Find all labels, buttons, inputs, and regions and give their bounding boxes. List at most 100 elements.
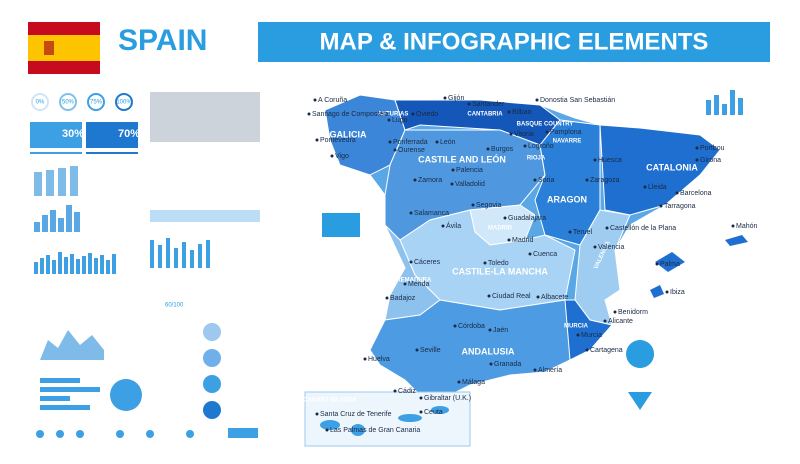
city-marker	[409, 260, 413, 264]
city-label: Guadalajara	[508, 215, 546, 222]
city-marker	[451, 168, 455, 172]
city-marker	[503, 216, 507, 220]
city-label: Lleida	[648, 184, 667, 191]
region-label: CANTABRIA	[467, 112, 503, 118]
map-shapes	[304, 90, 748, 447]
city-marker	[453, 324, 457, 328]
city-marker	[665, 290, 669, 294]
city-marker	[467, 102, 471, 106]
region-label: RIOJA	[527, 156, 546, 162]
city-marker	[695, 158, 699, 162]
city-label: Las Palmas de Gran Canaria	[330, 427, 420, 434]
city-label: Badajoz	[390, 295, 416, 302]
region-label: NAVARRE	[553, 139, 582, 145]
region-label: MURCIA	[564, 324, 589, 330]
city-label: Valladolid	[455, 181, 485, 188]
city-marker	[489, 362, 493, 366]
city-label: Seville	[420, 347, 441, 354]
city-label: A Coruña	[318, 97, 347, 104]
city-marker	[411, 112, 415, 116]
city-label: Lugo	[392, 117, 408, 124]
city-label: Córdoba	[458, 323, 485, 330]
city-label: Palma	[660, 261, 680, 268]
city-marker	[443, 96, 447, 100]
city-label: Palencia	[456, 167, 483, 174]
city-label: Tarragona	[664, 203, 696, 210]
city-marker	[488, 328, 492, 332]
city-label: Santander	[472, 101, 505, 108]
region-label: CANARY ISLANDS	[303, 398, 356, 404]
city-label: Cuenca	[533, 251, 557, 258]
city-marker	[655, 262, 659, 266]
city-marker	[533, 178, 537, 182]
progress-label: 50%	[62, 100, 75, 106]
city-marker	[605, 226, 609, 230]
city-marker	[388, 140, 392, 144]
city-marker	[363, 357, 367, 361]
city-label: Castellón de la Plana	[610, 225, 676, 232]
city-marker	[403, 282, 407, 286]
city-label: Mérida	[408, 281, 430, 288]
city-marker	[675, 191, 679, 195]
city-label: Mahón	[736, 223, 758, 230]
city-label: Salamanca	[414, 210, 449, 217]
progress-label: 0%	[36, 100, 45, 106]
city-marker	[325, 428, 329, 432]
city-marker	[507, 238, 511, 242]
city-marker	[441, 224, 445, 228]
city-label: Granada	[494, 361, 521, 368]
city-marker	[535, 98, 539, 102]
city-label: Teruel	[573, 229, 593, 236]
city-marker	[419, 396, 423, 400]
city-label: Huelva	[368, 356, 390, 363]
city-label: Gibraltar (U.K.)	[424, 395, 471, 402]
city-label: Barcelona	[680, 190, 712, 197]
city-label: Santiago de Compostela	[312, 111, 389, 118]
city-label: Almería	[538, 367, 562, 374]
city-label: Cádiz	[398, 388, 416, 395]
city-label: Cáceres	[414, 259, 441, 266]
city-label: Toledo	[488, 260, 509, 267]
city-label: Ponferrada	[393, 139, 428, 146]
subtitle: MAP & INFOGRAPHIC ELEMENTS	[320, 28, 709, 55]
city-marker	[523, 144, 527, 148]
city-label: Portbou	[700, 145, 725, 152]
city-label: Ceuta	[424, 409, 443, 416]
city-label: Alicante	[608, 318, 633, 325]
city-marker	[533, 368, 537, 372]
share-label: 30%	[62, 128, 84, 140]
city-marker	[435, 140, 439, 144]
city-label: Cartagena	[590, 347, 623, 354]
city-label: Oviedo	[416, 111, 438, 118]
city-label: Girona	[700, 157, 721, 164]
city-marker	[568, 230, 572, 234]
ratio-label: 60/100	[165, 303, 184, 309]
city-label: Zaragoza	[590, 177, 620, 184]
city-marker	[585, 348, 589, 352]
city-marker	[593, 245, 597, 249]
city-label: Santa Cruz de Tenerife	[320, 411, 392, 418]
city-marker	[585, 178, 589, 182]
city-label: Ourense	[398, 147, 425, 154]
city-marker	[457, 380, 461, 384]
city-marker	[315, 138, 319, 142]
city-label: León	[440, 139, 456, 146]
region-label: BASQUE COUNTRY	[517, 122, 574, 128]
city-marker	[393, 389, 397, 393]
city-marker	[731, 224, 735, 228]
city-label: Zamora	[418, 177, 442, 184]
share-label: 70%	[118, 128, 140, 140]
city-label: Soria	[538, 177, 554, 184]
region-label: ANDALUSIA	[462, 346, 515, 356]
city-label: Jaén	[493, 327, 508, 334]
title: SPAIN	[118, 24, 207, 57]
city-label: Ávila	[446, 221, 461, 230]
region-label: EXTREMADURA	[385, 278, 432, 284]
city-marker	[643, 185, 647, 189]
flag	[28, 22, 100, 74]
city-marker	[330, 154, 334, 158]
city-label: Pamplona	[550, 129, 582, 136]
city-label: Segovia	[476, 202, 501, 209]
city-marker	[419, 410, 423, 414]
region-label: GALICIA	[330, 129, 367, 139]
